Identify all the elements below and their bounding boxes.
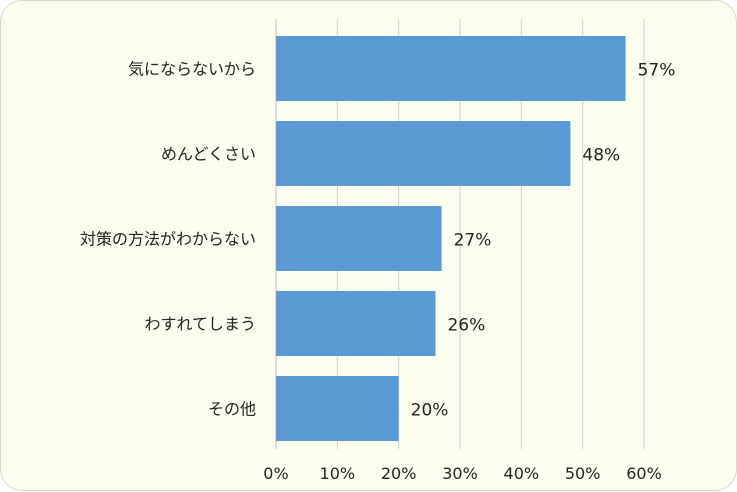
x-tick-label: 60% [626, 464, 662, 483]
bar [276, 376, 399, 441]
x-tick-label: 50% [565, 464, 601, 483]
x-tick-label: 20% [381, 464, 417, 483]
category-label: わすれてしまう [144, 315, 256, 334]
category-label: 気にならないから [128, 60, 256, 79]
category-label: その他 [208, 400, 256, 419]
x-tick-label: 40% [504, 464, 540, 483]
value-label: 27% [454, 231, 492, 251]
bar [276, 36, 626, 101]
category-label: めんどくさい [161, 145, 256, 164]
category-label: 対策の方法がわからない [80, 230, 256, 249]
bar [276, 121, 571, 186]
bar [276, 206, 442, 271]
x-tick-label: 10% [320, 464, 356, 483]
labels: 0% 10% 20% 30% 40% 50% 60% 気にならないから 57% めんどくさい 48%… [80, 60, 675, 484]
value-label: 57% [638, 61, 676, 81]
bars [276, 36, 626, 441]
value-label: 48% [582, 146, 620, 166]
bar [276, 291, 436, 356]
value-label: 26% [447, 316, 485, 336]
x-tick-label: 30% [442, 464, 478, 483]
value-label: 20% [411, 401, 449, 421]
x-tick-label: 0% [263, 464, 288, 483]
